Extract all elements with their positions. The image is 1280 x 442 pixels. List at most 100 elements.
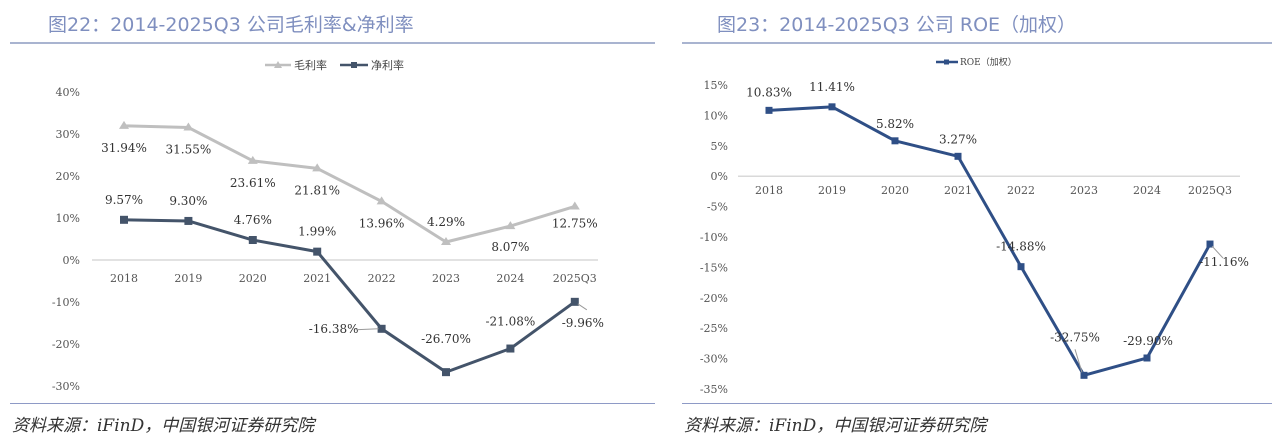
data-point-gross-margin	[441, 236, 451, 245]
data-label-roe: 10.83%	[746, 85, 792, 99]
roe-line-chart: 15% 10% 5% 0% -5% -10% -15% -20% -25% -30% -35% 201…	[700, 56, 1249, 396]
data-point-net-margin	[248, 236, 257, 245]
x-tick-label: 2021	[944, 184, 972, 197]
data-label-gross-margin: 13.96%	[359, 216, 405, 230]
y-tick-label: 0%	[63, 254, 80, 267]
data-point-roe	[828, 103, 836, 111]
data-label-gross-margin: 8.07%	[491, 240, 529, 254]
leader-line	[355, 328, 379, 331]
chart-title: 图22：2014-2025Q3 公司毛利率&净利率	[48, 14, 414, 36]
data-point-gross-margin	[569, 201, 580, 210]
y-tick-label: -25%	[700, 322, 728, 335]
y-tick-label: -10%	[52, 296, 80, 309]
data-label-net-margin: 9.57%	[105, 193, 143, 207]
y-tick-label: 20%	[56, 170, 80, 183]
data-point-roe	[765, 106, 773, 114]
x-tick-label: 2018	[110, 272, 138, 285]
data-point-roe	[891, 137, 899, 145]
y-tick-label: 5%	[711, 140, 728, 153]
title-divider	[682, 42, 1272, 44]
legend-marker-roe	[944, 59, 949, 65]
data-label-net-margin: 9.30%	[169, 194, 207, 208]
x-tick-label: 2024	[1133, 184, 1161, 197]
data-point-roe	[954, 152, 962, 160]
y-tick-label: -15%	[700, 261, 728, 274]
data-label-net-margin: 4.76%	[234, 213, 272, 227]
data-point-roe	[1080, 371, 1088, 379]
source-note: 资料来源：iFinD，中国银河证券研究院	[684, 416, 987, 436]
x-tick-label: 2024	[496, 272, 524, 285]
data-label-gross-margin: 31.55%	[166, 142, 212, 156]
data-point-net-margin	[570, 297, 579, 306]
data-point-roe	[1206, 240, 1214, 248]
data-label-roe: -32.75%	[1050, 330, 1100, 344]
y-tick-label: -30%	[700, 353, 728, 366]
source-divider	[10, 403, 655, 404]
leader-line	[1074, 349, 1083, 373]
x-tick-label: 2022	[1007, 184, 1035, 197]
y-tick-label: -10%	[700, 231, 728, 244]
data-label-roe: 5.82%	[876, 117, 914, 131]
x-tick-label: 2023	[432, 272, 460, 285]
data-label-gross-margin: 12.75%	[552, 216, 598, 230]
data-label-net-margin: -16.38%	[309, 322, 359, 336]
data-point-gross-margin	[119, 120, 129, 129]
x-tick-label: 2022	[368, 272, 396, 285]
data-point-net-margin	[442, 368, 450, 377]
leader-line	[1211, 245, 1224, 259]
y-tick-label: 40%	[56, 86, 80, 99]
data-label-gross-margin: 23.61%	[230, 176, 276, 190]
data-point-net-margin	[377, 324, 386, 333]
data-point-net-margin	[184, 216, 193, 225]
data-label-net-margin: -21.08%	[485, 315, 535, 329]
data-point-roe	[1017, 263, 1025, 271]
data-label-net-margin: -9.96%	[562, 316, 604, 330]
data-label-roe: -29.90%	[1123, 334, 1173, 348]
y-tick-label: 10%	[704, 109, 728, 122]
x-tick-label: 2019	[818, 184, 846, 197]
chart-title: 图23：2014-2025Q3 公司 ROE（加权）	[717, 14, 1077, 36]
source-divider	[682, 403, 1272, 404]
data-label-roe: 3.27%	[939, 132, 977, 146]
x-tick-label: 2018	[755, 184, 783, 197]
x-tick-label: 2023	[1070, 184, 1098, 197]
legend-label-gross-margin: 毛利率	[294, 58, 327, 72]
legend-label-net-margin: 净利率	[371, 58, 404, 72]
x-tick-label: 2019	[174, 272, 202, 285]
y-tick-label: -20%	[700, 292, 728, 305]
x-tick-label: 2020	[881, 184, 909, 197]
data-point-gross-margin	[247, 155, 258, 164]
data-label-net-margin: 1.99%	[298, 225, 336, 239]
y-tick-label: -35%	[700, 383, 728, 396]
source-note: 资料来源：iFinD，中国银河证券研究院	[12, 416, 315, 436]
data-point-gross-margin	[505, 221, 516, 230]
margin-line-chart: 40% 30% 20% 10% 0% -10% -20% -30% 2018 2019 2020 20…	[52, 58, 604, 393]
data-point-net-margin	[313, 247, 322, 256]
y-tick-label: -20%	[52, 338, 80, 351]
data-point-roe	[1143, 354, 1151, 362]
data-point-gross-margin	[312, 163, 323, 172]
data-point-net-margin	[120, 215, 128, 224]
data-label-roe: -11.16%	[1199, 255, 1249, 269]
data-label-net-margin: -26.70%	[421, 332, 471, 346]
chart-panel-roe: 图23：2014-2025Q3 公司 ROE（加权） 15% 10% 5% 0% -5%…	[660, 0, 1280, 442]
x-tick-label: 2020	[239, 272, 267, 285]
series-line-gross-margin	[123, 124, 576, 244]
leader-line	[577, 303, 588, 311]
data-label-gross-margin: 4.29%	[427, 215, 465, 229]
legend-marker-net-margin	[351, 62, 357, 68]
x-tick-label: 2021	[303, 272, 331, 285]
y-tick-label: 0%	[711, 170, 728, 183]
y-tick-label: 30%	[56, 128, 80, 141]
data-point-gross-margin	[376, 196, 387, 205]
x-tick-label: 2025Q3	[1188, 184, 1232, 197]
x-tick-label: 2025Q3	[553, 272, 597, 285]
data-label-gross-margin: 21.81%	[294, 183, 340, 197]
y-tick-label: 10%	[56, 212, 80, 225]
data-point-net-margin	[506, 344, 515, 353]
series-line-roe	[768, 105, 1212, 377]
y-tick-label: 15%	[704, 79, 728, 92]
y-tick-label: -30%	[52, 380, 80, 393]
data-label-roe: 11.41%	[809, 80, 855, 94]
y-tick-label: -5%	[707, 201, 728, 214]
